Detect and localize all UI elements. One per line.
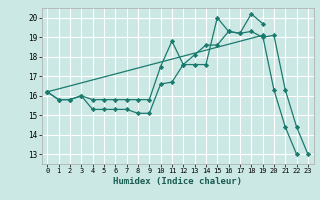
X-axis label: Humidex (Indice chaleur): Humidex (Indice chaleur) bbox=[113, 177, 242, 186]
